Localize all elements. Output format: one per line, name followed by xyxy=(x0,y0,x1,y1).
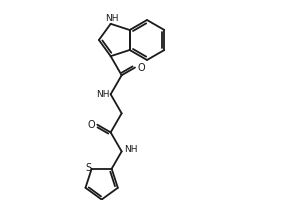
Text: O: O xyxy=(88,120,95,130)
Text: NH: NH xyxy=(124,145,137,154)
Text: O: O xyxy=(137,63,145,73)
Text: S: S xyxy=(85,163,92,173)
Text: NH: NH xyxy=(96,90,110,99)
Text: NH: NH xyxy=(105,14,119,23)
